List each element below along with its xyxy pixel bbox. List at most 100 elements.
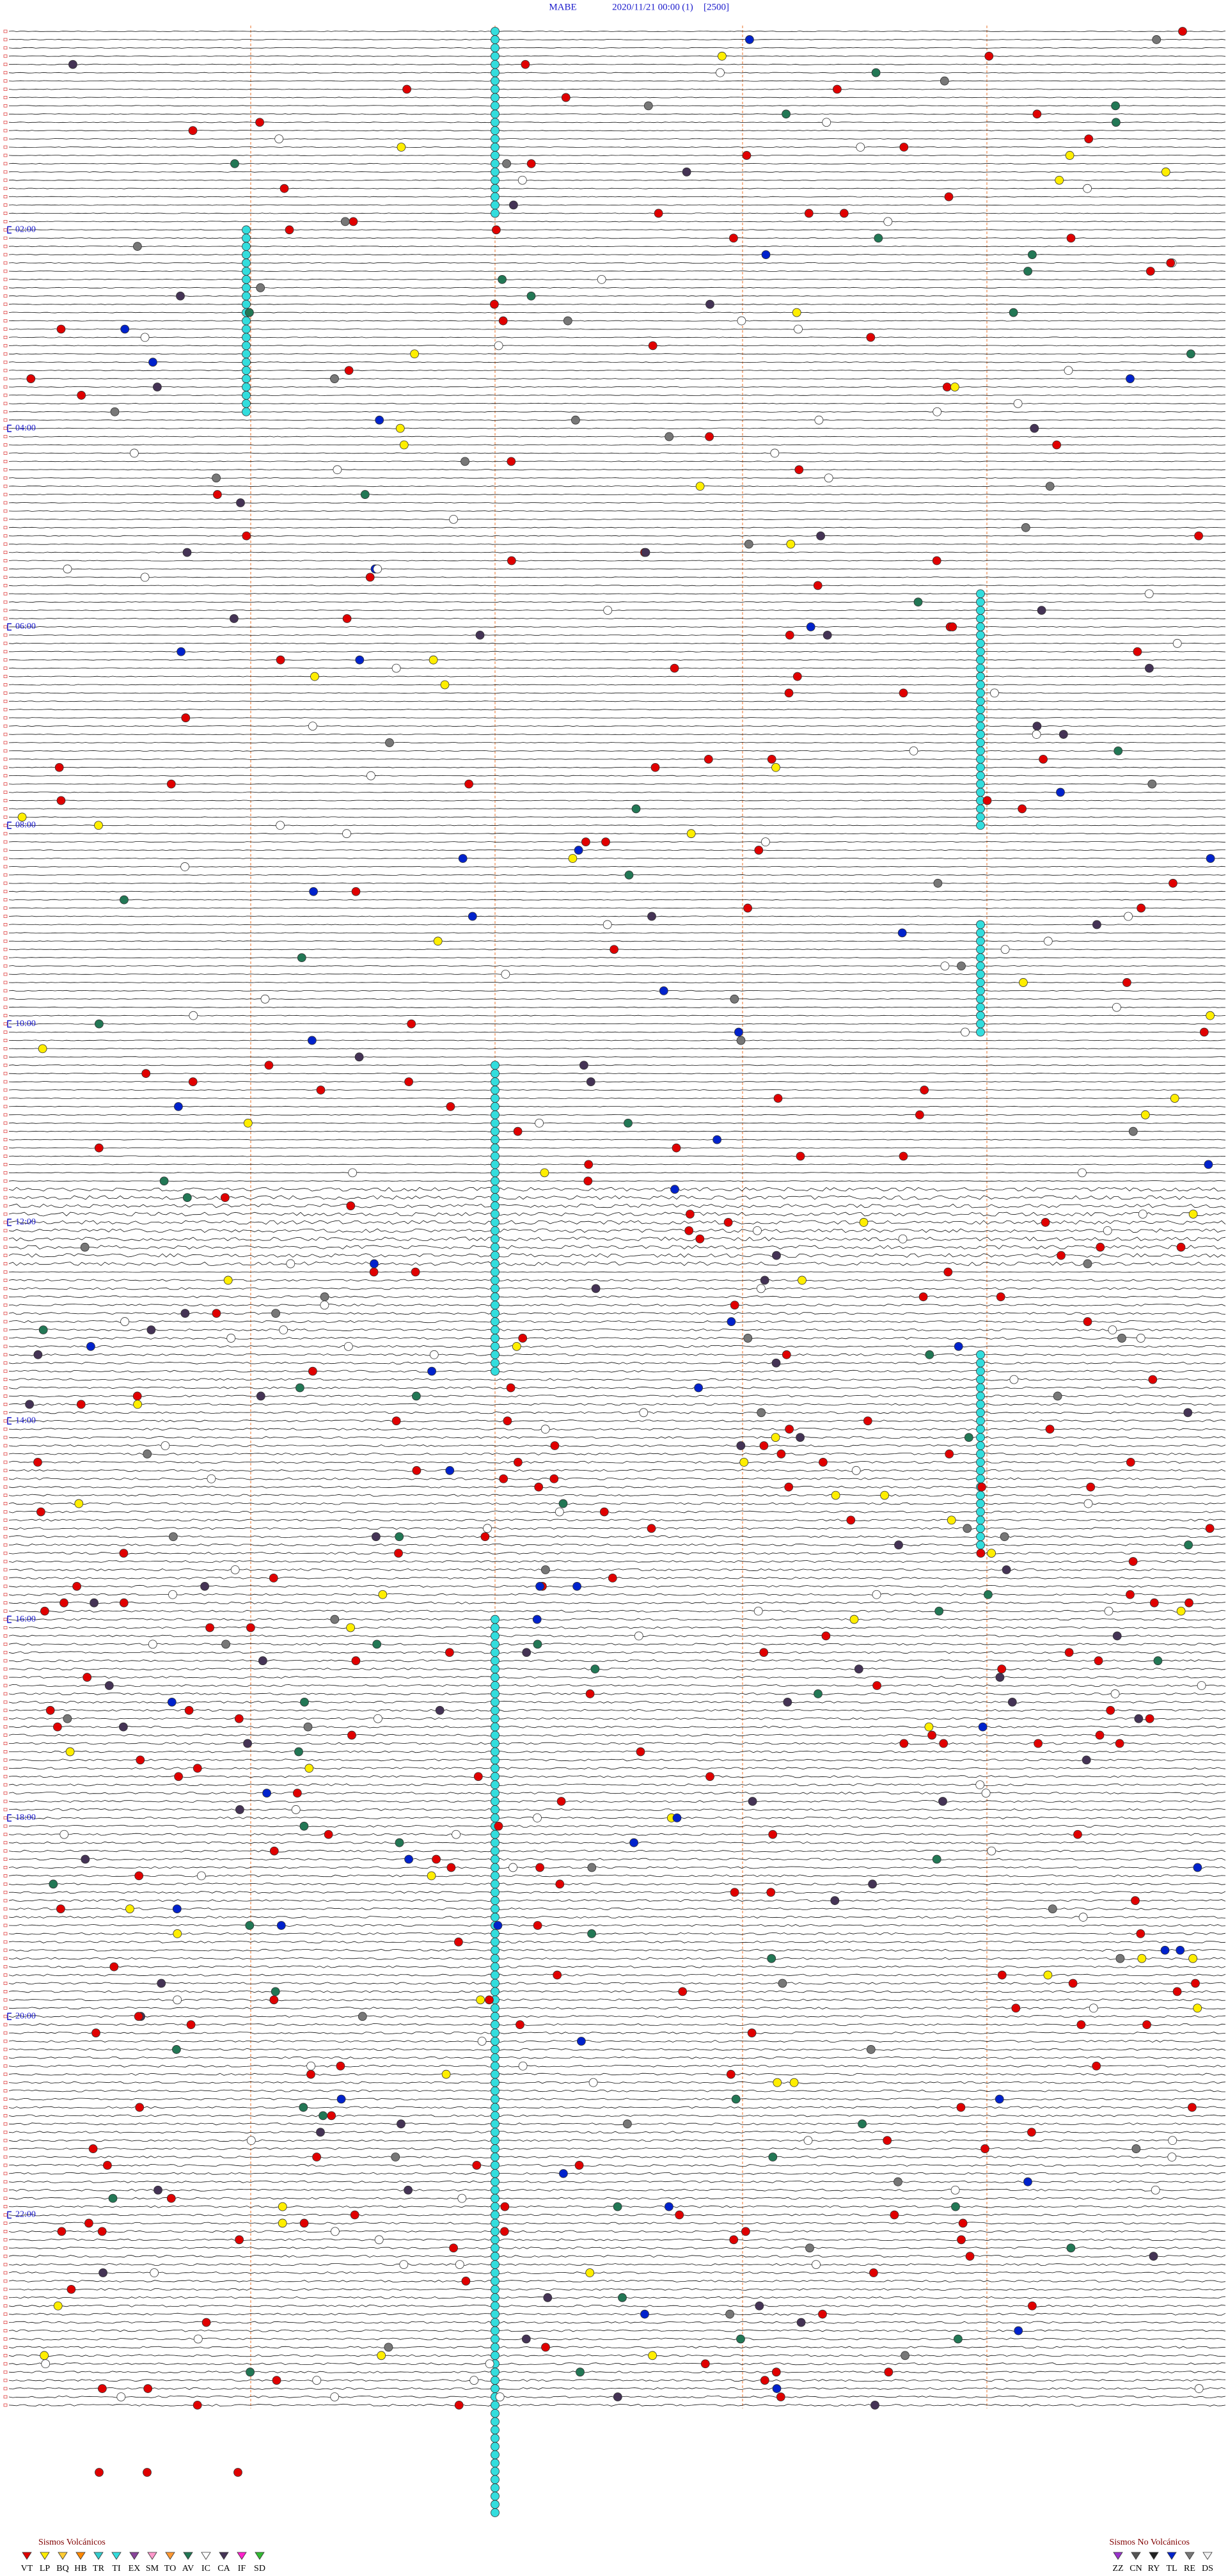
event-dot bbox=[491, 2401, 500, 2410]
event-dot bbox=[182, 548, 192, 557]
row-marker bbox=[3, 2403, 8, 2407]
event-dot bbox=[915, 1110, 924, 1119]
trace bbox=[8, 766, 1226, 768]
row-marker bbox=[3, 228, 8, 232]
row-marker bbox=[3, 2345, 8, 2349]
row-marker bbox=[3, 187, 8, 191]
event-dot bbox=[976, 1383, 985, 1393]
event-dot bbox=[346, 1623, 355, 1632]
event-dot bbox=[1027, 2128, 1036, 2137]
event-dot bbox=[1124, 912, 1133, 921]
event-dot bbox=[533, 1921, 542, 1930]
event-dot bbox=[157, 1979, 166, 1988]
event-dot bbox=[818, 2309, 827, 2319]
event-dot bbox=[242, 291, 251, 301]
event-dot bbox=[899, 1739, 909, 1748]
event-dot bbox=[521, 2334, 531, 2344]
trace bbox=[8, 1792, 1226, 1795]
trace bbox=[8, 940, 1226, 942]
hour-label: 12:00 bbox=[15, 1217, 36, 1227]
row-marker bbox=[3, 815, 8, 819]
event-dot bbox=[901, 2351, 909, 2360]
row-marker bbox=[3, 236, 8, 240]
event-dot bbox=[768, 2153, 778, 2161]
event-dot bbox=[705, 432, 714, 441]
event-dot bbox=[757, 1408, 766, 1418]
event-dot bbox=[976, 970, 985, 979]
event-dot bbox=[242, 407, 251, 416]
scale: [2500] bbox=[704, 2, 729, 12]
event-dot bbox=[491, 1242, 500, 1252]
event-dot bbox=[491, 2218, 500, 2228]
event-dot bbox=[944, 192, 954, 201]
row-marker bbox=[3, 1774, 8, 1778]
row-marker bbox=[3, 1063, 8, 1067]
event-dot bbox=[344, 366, 354, 375]
event-dot bbox=[271, 1987, 280, 1996]
event-dot bbox=[172, 1904, 182, 1914]
trace bbox=[8, 278, 1226, 280]
event-dot bbox=[1160, 1945, 1170, 1955]
event-dot bbox=[1032, 109, 1042, 119]
row-marker bbox=[3, 294, 8, 298]
row-marker bbox=[3, 1187, 8, 1191]
row-marker bbox=[3, 1345, 8, 1348]
row-marker bbox=[3, 145, 8, 149]
event-dot bbox=[849, 1615, 859, 1624]
trace bbox=[9, 113, 1226, 115]
event-dot bbox=[572, 1581, 581, 1591]
event-dot bbox=[74, 1499, 84, 1508]
event-dot bbox=[242, 258, 251, 267]
event-dot bbox=[760, 1276, 769, 1285]
trace bbox=[8, 626, 1226, 628]
event-dot bbox=[987, 1549, 996, 1558]
event-dot bbox=[1152, 35, 1161, 44]
trace bbox=[8, 1676, 1226, 1679]
event-dot bbox=[894, 1540, 903, 1550]
event-dot bbox=[1142, 2020, 1151, 2030]
event-dot bbox=[884, 2367, 893, 2377]
row-marker bbox=[3, 551, 8, 554]
row-marker bbox=[3, 468, 8, 471]
event-dot bbox=[976, 1027, 985, 1037]
trace bbox=[8, 2089, 1225, 2092]
event-dot bbox=[647, 1524, 656, 1533]
event-dot bbox=[95, 2468, 104, 2477]
event-dot bbox=[119, 1549, 129, 1558]
event-dot bbox=[976, 804, 985, 814]
row-marker bbox=[3, 658, 8, 662]
event-dot bbox=[297, 953, 306, 963]
event-dot bbox=[242, 358, 251, 367]
row-marker bbox=[3, 1039, 8, 1042]
event-dot bbox=[491, 2301, 500, 2311]
event-dot bbox=[299, 2218, 309, 2228]
event-dot bbox=[485, 2359, 494, 2369]
event-dot bbox=[602, 920, 612, 929]
legend-label: ZZ bbox=[1112, 2564, 1123, 2573]
event-dot bbox=[491, 1292, 500, 1302]
event-dot bbox=[242, 333, 251, 342]
trace bbox=[8, 2098, 1226, 2101]
event-dot bbox=[236, 498, 245, 507]
event-dot bbox=[491, 1267, 500, 1277]
event-dot bbox=[491, 1110, 500, 1119]
event-dot bbox=[491, 1945, 500, 1955]
event-dot bbox=[585, 2268, 595, 2277]
row-marker bbox=[3, 1494, 8, 1497]
event-dot bbox=[491, 2408, 500, 2418]
event-dot bbox=[995, 2094, 1004, 2104]
event-dot bbox=[1045, 482, 1055, 491]
row-marker bbox=[3, 1634, 8, 1638]
event-dot bbox=[242, 366, 251, 375]
event-dot bbox=[491, 2128, 500, 2137]
event-dot bbox=[491, 1325, 500, 1334]
event-dot bbox=[491, 2169, 500, 2178]
row-marker bbox=[3, 1618, 8, 1621]
event-dot bbox=[491, 109, 500, 119]
event-dot bbox=[102, 2161, 112, 2170]
event-dot bbox=[491, 2161, 500, 2170]
event-dot bbox=[491, 2045, 500, 2054]
event-dot bbox=[135, 2103, 145, 2112]
event-dot bbox=[650, 763, 660, 772]
event-dot bbox=[108, 2193, 118, 2203]
